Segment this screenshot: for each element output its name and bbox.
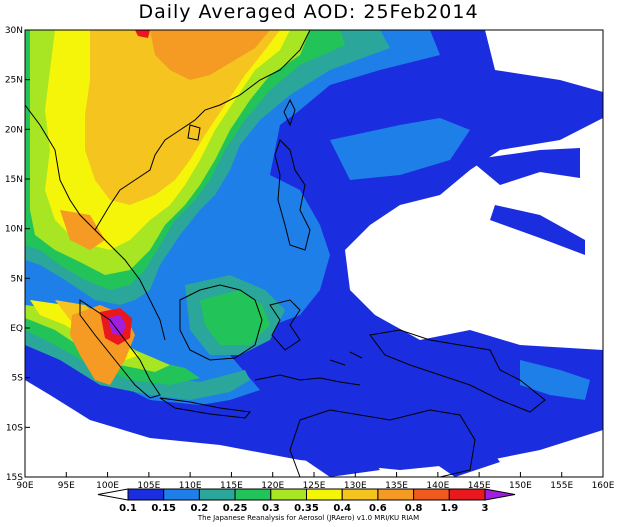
aod-blob-south-2	[430, 430, 500, 477]
colorbar-label: 0.35	[294, 503, 319, 514]
coast-australia	[289, 409, 476, 477]
colorbar-box	[377, 488, 415, 501]
coast-taiwan	[283, 98, 296, 127]
colorbar-label: 1.9	[440, 503, 458, 514]
aod-stripe-east	[470, 148, 580, 185]
lat-tick-label: 10S	[6, 423, 23, 433]
aod-region-gold	[85, 30, 280, 205]
colorbar-label: 0.25	[223, 503, 248, 514]
coast-new-guinea	[369, 329, 546, 413]
lon-tick-label: 105E	[137, 481, 160, 491]
colorbar-high-triangle	[484, 488, 516, 501]
coast-sulawesi	[269, 299, 301, 351]
aod-region-red-top	[135, 30, 150, 38]
colorbar-label: 0.8	[405, 503, 423, 514]
coastlines	[25, 30, 546, 477]
aod-region-orange-west	[60, 210, 105, 250]
lon-tick-label: 110E	[179, 481, 202, 491]
colorbar-box	[163, 488, 200, 501]
colorbar-box	[448, 488, 486, 501]
lon-axis: 90E 95E 100E 105E 110E 115E 120E 125E 130E 135E 14…	[16, 472, 615, 491]
aod-region-orange-north	[150, 30, 270, 80]
colorbar-label: 0.6	[369, 503, 387, 514]
colorbar-box	[127, 488, 165, 501]
colorbar-box	[306, 488, 343, 501]
map-title: Daily Averaged AOD: 25Feb2014	[138, 1, 479, 23]
lon-tick-label: 90E	[16, 481, 33, 491]
lat-tick-label: 30N	[5, 26, 23, 36]
coast-hainan	[187, 124, 201, 141]
coast-sumatra	[79, 299, 161, 399]
lat-tick-label: EQ	[10, 324, 23, 334]
colorbar-box	[198, 488, 236, 501]
coast-java	[159, 397, 251, 419]
aod-lightblue-e	[330, 118, 470, 180]
colorbar-label: 3	[482, 503, 489, 514]
lon-tick-label: 140E	[426, 481, 449, 491]
colorbar-box	[413, 488, 450, 501]
aod-region-purple	[108, 315, 126, 335]
lon-tick-label: 135E	[385, 481, 408, 491]
coast-borneo	[179, 284, 263, 361]
colorbar-box	[234, 488, 272, 501]
lon-tick-label: 150E	[509, 481, 532, 491]
aod-lightblue-s	[520, 360, 590, 400]
coast-small-islands	[254, 351, 363, 386]
lat-tick-label: 15S	[6, 473, 23, 483]
lat-tick-label: 20N	[5, 125, 23, 135]
colorbar-box	[341, 488, 379, 501]
lon-tick-label: 100E	[96, 481, 119, 491]
lat-tick-label: 5S	[12, 374, 24, 384]
aod-blob-south	[305, 430, 380, 477]
lon-tick-label: 160E	[592, 481, 615, 491]
coast-philippines	[274, 139, 311, 251]
coast-asia-mainland	[25, 30, 311, 341]
colorbar-label: 0.4	[333, 503, 351, 514]
colorbar-label: 0.1	[119, 503, 137, 514]
lon-tick-label: 95E	[58, 481, 75, 491]
aod-green-center	[200, 290, 270, 345]
lon-tick-label: 120E	[261, 481, 284, 491]
lat-tick-label: 25N	[5, 76, 23, 86]
colorbar-label: 0.15	[151, 503, 176, 514]
aod-stripe-east-2	[490, 205, 585, 255]
lon-tick-label: 155E	[550, 481, 573, 491]
colorbar-label: 0.2	[191, 503, 209, 514]
lon-tick-label: 130E	[344, 481, 367, 491]
lat-axis: 30N 25N 20N 15N 10N 5N EQ 5S 10S 15S	[5, 26, 30, 483]
lon-tick-label: 125E	[303, 481, 326, 491]
lon-tick-label: 145E	[468, 481, 491, 491]
colorbar-label: 0.3	[262, 503, 280, 514]
lon-tick-label: 115E	[220, 481, 243, 491]
lat-tick-label: 5N	[11, 274, 23, 284]
aod-field	[25, 30, 603, 477]
colorbar: 0.1 0.15 0.2 0.25 0.3 0.35 0.4 0.6 0.8 1.9 3	[97, 488, 516, 514]
colorbar-box	[270, 488, 307, 501]
credit-text: The Japanese Reanalysis for Aerosol (JRA…	[197, 514, 420, 522]
lat-tick-label: 10N	[5, 225, 23, 235]
lat-tick-label: 15N	[5, 175, 23, 185]
